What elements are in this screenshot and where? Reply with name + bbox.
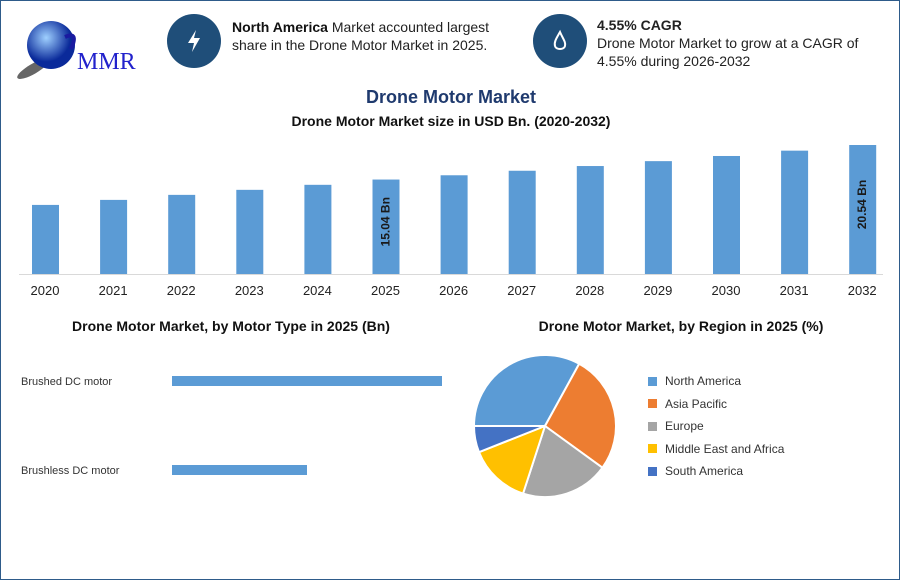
logo: MMR <box>15 17 140 79</box>
x-tick-label: 2027 <box>507 283 536 298</box>
legend-label: Europe <box>665 419 704 434</box>
category-label: Brushed DC motor <box>21 376 112 388</box>
x-tick-label: 2029 <box>643 283 672 298</box>
bar-2032 <box>849 145 877 274</box>
bar-2025 <box>372 179 400 274</box>
legend-swatch <box>648 466 657 476</box>
market-size-bar-chart: 2020 2021 2022 2023 2024 2025 15.04 Bn 2026 2027… <box>19 145 883 298</box>
region-pie-chart <box>472 354 617 498</box>
legend-label: Asia Pacific <box>665 396 728 411</box>
legend-swatch <box>648 421 657 431</box>
x-tick-label: 2031 <box>780 283 809 298</box>
bar-2026 <box>440 175 468 274</box>
bar-2020 <box>32 204 59 274</box>
slice-europe <box>521 424 604 498</box>
lightning-bolt-icon <box>167 14 221 68</box>
legend-swatch <box>648 444 657 454</box>
legend-label: North America <box>665 374 742 389</box>
x-tick-label: 2020 <box>31 283 60 298</box>
legend-item: Asia Pacific <box>648 393 784 416</box>
x-tick-label: 2023 <box>235 283 264 298</box>
legend-item: Middle East and Africa <box>648 438 784 461</box>
bar-2028 <box>576 166 604 274</box>
bar-chart-title: Drone Motor Market size in USD Bn. (2020… <box>291 113 611 129</box>
legend-item: North America <box>648 370 784 393</box>
x-tick-label: 2021 <box>99 283 128 298</box>
info-north-america: North America Market accounted largest s… <box>232 19 490 53</box>
region-title: Drone Motor Market, by Region in 2025 (%… <box>538 318 824 334</box>
x-tick-label: 2028 <box>575 283 604 298</box>
slice-south-america <box>472 425 546 454</box>
slice-north-america <box>472 354 581 427</box>
motor-type-title: Drone Motor Market, by Motor Type in 202… <box>72 318 390 334</box>
bar-2029 <box>644 161 672 274</box>
x-tick-label: 2024 <box>303 283 332 298</box>
info-cagr: 4.55% CAGR Drone Motor Market to grow at… <box>597 17 859 69</box>
legend-item: Europe <box>648 415 784 438</box>
data-label: 15.04 Bn <box>379 197 393 246</box>
slice-asia-pacific <box>543 362 617 470</box>
legend-swatch <box>648 376 657 386</box>
logo-text: MMR <box>77 49 136 75</box>
category-label: Brushless DC motor <box>21 465 120 477</box>
legend-item: South America <box>648 460 784 483</box>
x-tick-label: 2026 <box>439 283 468 298</box>
legend-swatch <box>648 399 657 409</box>
motor-type-bar-chart: Brushed DC motor Brushless DC motor <box>21 376 442 477</box>
data-label: 20.54 Bn <box>855 180 869 229</box>
bar-2023 <box>236 189 264 274</box>
globe-logo-icon <box>17 21 76 79</box>
legend-label: South America <box>665 464 744 479</box>
bar-brushless-dc-motor <box>172 465 307 475</box>
bar-2024 <box>304 184 332 274</box>
x-tick-label: 2030 <box>712 283 741 298</box>
page-title: Drone Motor Market <box>365 87 536 107</box>
legend-label: Middle East and Africa <box>665 441 785 456</box>
slice-middle-east-and-africa <box>477 424 547 495</box>
bar-2027 <box>508 170 536 274</box>
bar-brushed-dc-motor <box>172 376 442 386</box>
bar-2030 <box>713 155 740 274</box>
x-tick-label: 2022 <box>167 283 196 298</box>
bar-2021 <box>100 199 128 274</box>
x-tick-label: 2025 <box>371 283 400 298</box>
flame-drop-icon <box>533 14 587 68</box>
x-tick-label: 2032 <box>848 283 877 298</box>
bar-2031 <box>781 150 809 274</box>
bar-2022 <box>168 194 196 274</box>
pie-legend: North America Asia Pacific Europe Middle Ea… <box>648 370 784 483</box>
